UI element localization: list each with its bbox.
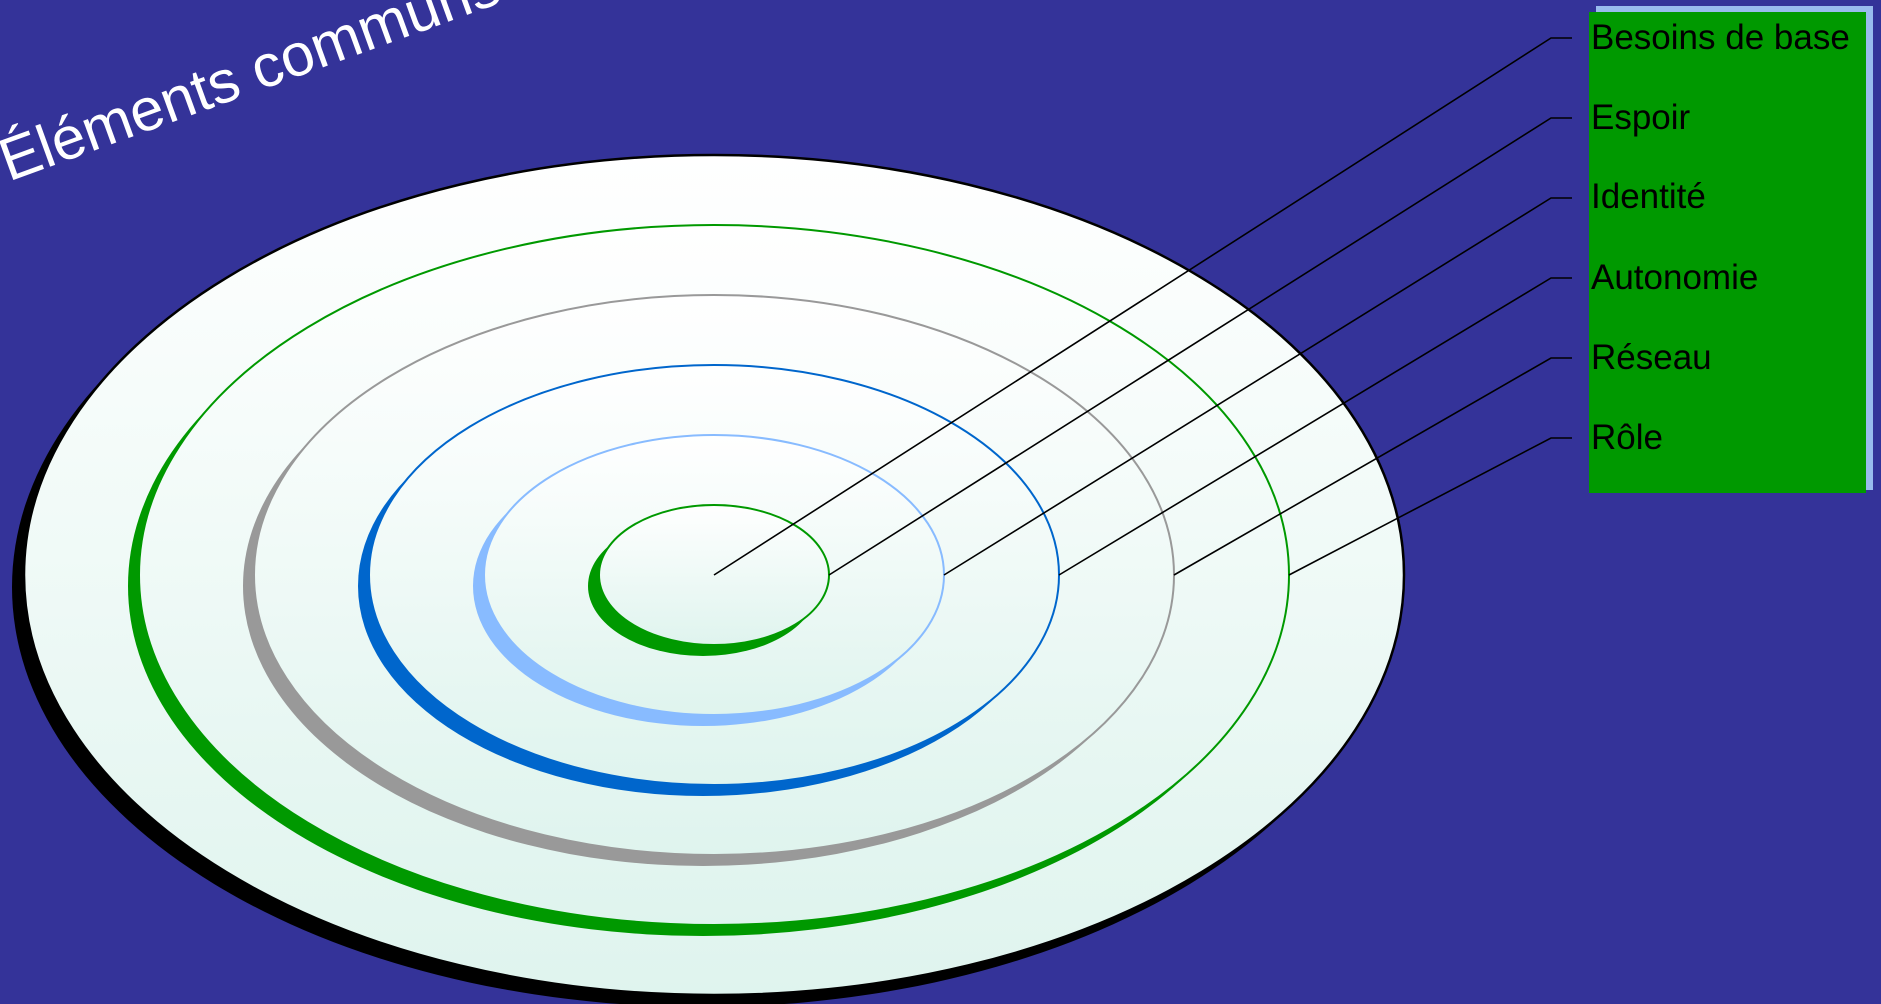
leader-line-2	[828, 117, 1572, 576]
leader-line-3	[943, 197, 1572, 576]
legend-label-role: Rôle	[1591, 418, 1663, 457]
legend-label-reseau: Réseau	[1591, 338, 1712, 377]
legend-label-autonomie: Autonomie	[1591, 258, 1759, 297]
legend-label-espoir: Espoir	[1591, 98, 1691, 137]
legend-label-besoins-de-base: Besoins de base	[1591, 18, 1850, 57]
leader-line-6	[1288, 437, 1572, 576]
leader-line-4	[1058, 277, 1572, 576]
leader-line-1	[713, 37, 1572, 576]
legend-panel	[1589, 12, 1866, 493]
leader-line-5	[1173, 357, 1572, 576]
legend-label-identite: Identité	[1591, 177, 1706, 216]
